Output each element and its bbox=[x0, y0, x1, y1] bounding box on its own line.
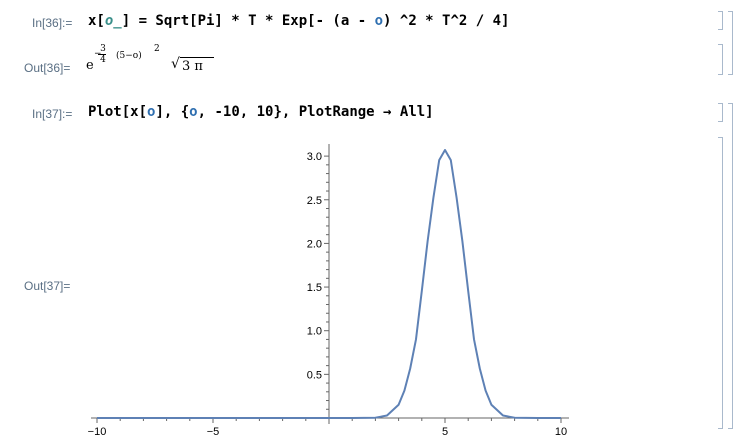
cell-bracket-out37[interactable] bbox=[718, 137, 723, 429]
out36-expression[interactable]: e − 3 4 (5−o) 2 √ 3 π bbox=[86, 44, 286, 80]
series-line-0 bbox=[97, 149, 561, 419]
in37-label: In[37]:= bbox=[32, 107, 73, 121]
out36-minus: − bbox=[94, 49, 102, 59]
in36-var-o: o bbox=[374, 13, 384, 29]
y-tick-label: 1.0 bbox=[307, 326, 322, 338]
cell-bracket-out36[interactable] bbox=[718, 44, 723, 75]
cell-bracket-group36[interactable] bbox=[728, 11, 733, 75]
in36-input[interactable]: x[o_] = Sqrt[Pi] * T * Exp[- (a - o) ^2 … bbox=[88, 13, 509, 29]
out36-radicand: 3 π bbox=[182, 59, 203, 74]
in36-code-part3: ) ^2 * T^2 / 4] bbox=[383, 13, 510, 29]
y-tick-label: 2.5 bbox=[307, 195, 322, 207]
out36-power: 2 bbox=[154, 44, 160, 54]
out36-sqrt-bar bbox=[180, 57, 214, 58]
y-tick-label: 3.0 bbox=[307, 151, 322, 163]
cell-bracket-in37[interactable] bbox=[718, 103, 723, 122]
in36-label: In[36]:= bbox=[32, 16, 73, 30]
out36-sqrt-sign: √ bbox=[171, 56, 180, 72]
out36-frac-line bbox=[98, 54, 106, 55]
y-tick-label: 1.5 bbox=[307, 282, 322, 294]
y-tick-label: 0.5 bbox=[307, 369, 322, 381]
out36-base: (5−o) bbox=[116, 51, 142, 61]
in37-var-o-2: o bbox=[189, 104, 198, 120]
in37-input[interactable]: Plot[x[o], {o, -10, 10}, PlotRange → All… bbox=[88, 104, 434, 120]
x-tick-label: −10 bbox=[88, 426, 107, 438]
out36-frac-den: 4 bbox=[100, 55, 106, 65]
y-tick-label: 2.0 bbox=[307, 238, 322, 250]
x-tick-label: 10 bbox=[555, 426, 567, 438]
out36-e: e bbox=[86, 58, 94, 73]
out36-frac-num: 3 bbox=[100, 44, 106, 54]
in37-var-o-1: o bbox=[147, 104, 156, 120]
x-tick-label: −5 bbox=[207, 426, 220, 438]
in36-code-part2: ] = Sqrt[Pi] * T * Exp[- (a - bbox=[121, 13, 375, 29]
out36-label: Out[36]= bbox=[24, 61, 71, 75]
in37-code-part2: ], { bbox=[155, 104, 190, 120]
cell-bracket-in36[interactable] bbox=[718, 11, 723, 30]
in36-code-part1: x[ bbox=[88, 13, 105, 29]
out37-label: Out[37]= bbox=[24, 279, 71, 293]
in36-pattern-o: o_ bbox=[104, 13, 122, 29]
cell-bracket-group37[interactable] bbox=[728, 103, 733, 429]
x-tick-label: 5 bbox=[442, 426, 448, 438]
in37-code-part1: Plot[x[ bbox=[88, 104, 148, 120]
in37-code-part3: , -10, 10}, PlotRange → All] bbox=[197, 104, 434, 120]
